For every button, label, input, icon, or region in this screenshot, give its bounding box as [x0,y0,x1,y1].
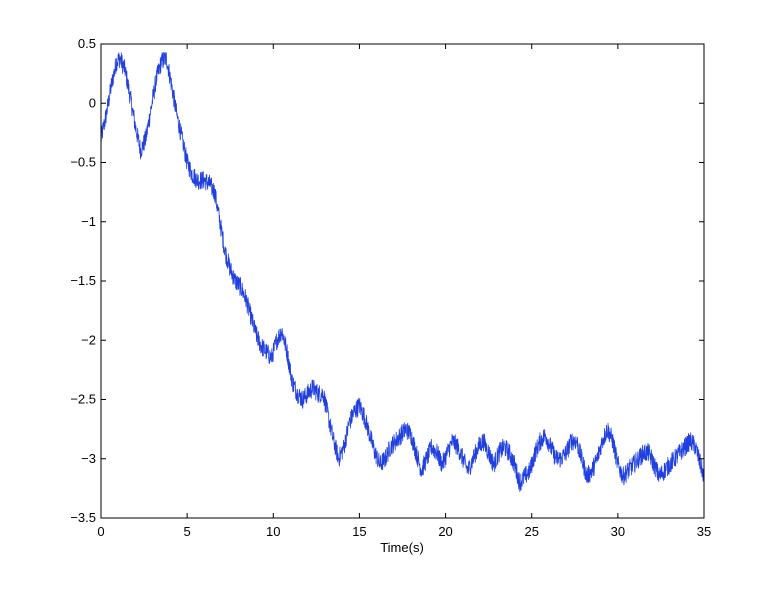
y-tick-label: −1 [81,214,96,229]
x-tick-label: 25 [524,524,538,539]
y-tick-label: −1.5 [70,273,96,288]
y-tick-label: −0.5 [70,155,96,170]
y-tick-label: −2.5 [70,392,96,407]
y-tick-label: −3.5 [70,510,96,525]
tick-layer: 0 5 10 15 20 25 30 35 0.5 0 −0.5 −1 −1.5 −2 −2.5 −3 −3.5 [70,36,711,539]
y-tick-label: 0 [89,95,96,110]
x-tick-label: 5 [184,524,191,539]
x-tick-label: 30 [611,524,625,539]
y-tick-label: −3 [81,451,96,466]
x-tick-label: 35 [697,524,711,539]
x-tick-label: 10 [266,524,280,539]
y-tick-label: 0.5 [78,36,96,51]
series-line [100,51,705,493]
series-layer [100,51,705,493]
x-tick-label: 20 [438,524,452,539]
x-tick-label: 0 [97,524,104,539]
y-tick-label: −2 [81,332,96,347]
x-axis-label: Time(s) [380,540,424,555]
x-tick-label: 15 [352,524,366,539]
